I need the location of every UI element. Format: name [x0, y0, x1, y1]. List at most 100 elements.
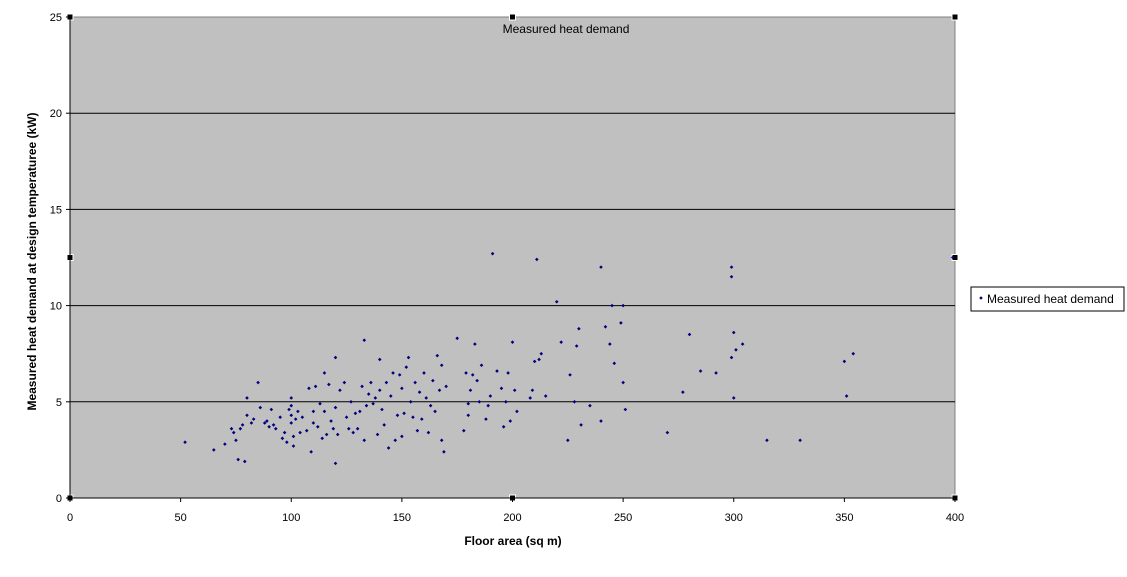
- data-point: [532, 359, 537, 364]
- data-point: [501, 425, 506, 429]
- data-point: [510, 340, 515, 344]
- data-point: [419, 417, 424, 421]
- data-point: [267, 425, 271, 429]
- data-point: [437, 388, 442, 393]
- x-tick-label: 350: [835, 512, 853, 524]
- data-point: [291, 434, 296, 439]
- data-point: [765, 438, 769, 443]
- data-point: [353, 411, 358, 416]
- data-point: [311, 409, 316, 414]
- data-point: [313, 384, 318, 389]
- data-point: [384, 380, 389, 385]
- data-point: [289, 421, 294, 425]
- data-point: [291, 444, 296, 448]
- x-tick-label: 150: [393, 512, 411, 524]
- data-point: [183, 440, 187, 445]
- data-point: [380, 407, 384, 412]
- data-point: [329, 419, 333, 423]
- data-point: [309, 450, 313, 454]
- data-point: [577, 326, 581, 331]
- data-point: [373, 396, 378, 400]
- legend-entry: Measured heat demand: [987, 292, 1114, 306]
- data-point: [358, 409, 362, 414]
- data-point: [333, 461, 338, 466]
- data-point: [537, 357, 541, 362]
- data-point: [307, 386, 311, 391]
- selection-handle[interactable]: [951, 13, 959, 21]
- data-point: [426, 430, 431, 435]
- data-point: [508, 419, 513, 423]
- y-tick-label: 0: [56, 493, 62, 505]
- data-point: [280, 436, 285, 441]
- data-point: [612, 361, 617, 366]
- y-axis: 0 5 10 15 20 25: [50, 12, 71, 505]
- data-point: [515, 409, 519, 414]
- data-point: [512, 388, 517, 393]
- data-point: [729, 355, 734, 360]
- y-tick-label: 15: [50, 204, 62, 216]
- data-point: [377, 357, 382, 362]
- data-point: [271, 423, 276, 427]
- data-point: [559, 340, 563, 344]
- selection-handle[interactable]: [509, 13, 516, 21]
- data-point: [364, 403, 369, 408]
- data-point: [375, 432, 380, 437]
- data-point: [333, 405, 338, 410]
- data-point: [258, 405, 263, 410]
- data-point: [362, 338, 367, 343]
- data-point: [535, 257, 539, 262]
- data-point: [371, 401, 375, 406]
- data-point: [408, 400, 413, 404]
- data-point: [231, 430, 236, 435]
- data-point: [530, 388, 535, 393]
- x-tick-label: 250: [614, 512, 632, 524]
- data-point: [504, 400, 508, 404]
- data-point: [431, 378, 435, 383]
- data-point: [386, 446, 391, 450]
- gridlines: [70, 112, 955, 403]
- data-point: [844, 394, 849, 398]
- data-point: [242, 459, 247, 464]
- data-point: [293, 417, 298, 421]
- data-point: [269, 407, 274, 412]
- data-point: [298, 430, 302, 435]
- data-point: [360, 384, 364, 389]
- data-point: [610, 303, 614, 308]
- x-tick-label: 100: [282, 512, 300, 524]
- data-point: [229, 426, 234, 431]
- data-point: [362, 438, 367, 443]
- legend-marker-diamond-icon: [979, 296, 983, 300]
- data-point: [572, 400, 577, 404]
- data-point: [599, 419, 603, 423]
- data-point: [316, 425, 320, 429]
- data-point: [435, 353, 440, 358]
- data-point: [623, 407, 628, 412]
- data-point: [395, 413, 400, 418]
- data-point: [499, 386, 504, 391]
- data-point: [351, 430, 355, 435]
- x-tick-label: 400: [946, 512, 964, 524]
- data-point: [714, 371, 718, 375]
- data-point: [621, 303, 625, 308]
- data-point: [400, 434, 404, 439]
- data-point: [282, 430, 287, 435]
- data-point: [798, 438, 802, 443]
- data-point: [439, 363, 444, 368]
- data-point: [539, 351, 544, 356]
- data-point: [377, 388, 382, 393]
- legend[interactable]: Measured heat demand: [970, 286, 1125, 312]
- data-point: [335, 432, 340, 437]
- data-point: [466, 401, 471, 406]
- legend-box: [970, 286, 1125, 312]
- data-point: [470, 373, 475, 377]
- data-point: [554, 299, 559, 304]
- data-point: [417, 390, 422, 394]
- plot-area: [69, 16, 956, 499]
- data-point: [579, 423, 583, 427]
- data-point: [490, 251, 495, 256]
- data-point: [729, 274, 734, 279]
- data-point: [391, 371, 395, 375]
- data-point: [318, 401, 322, 406]
